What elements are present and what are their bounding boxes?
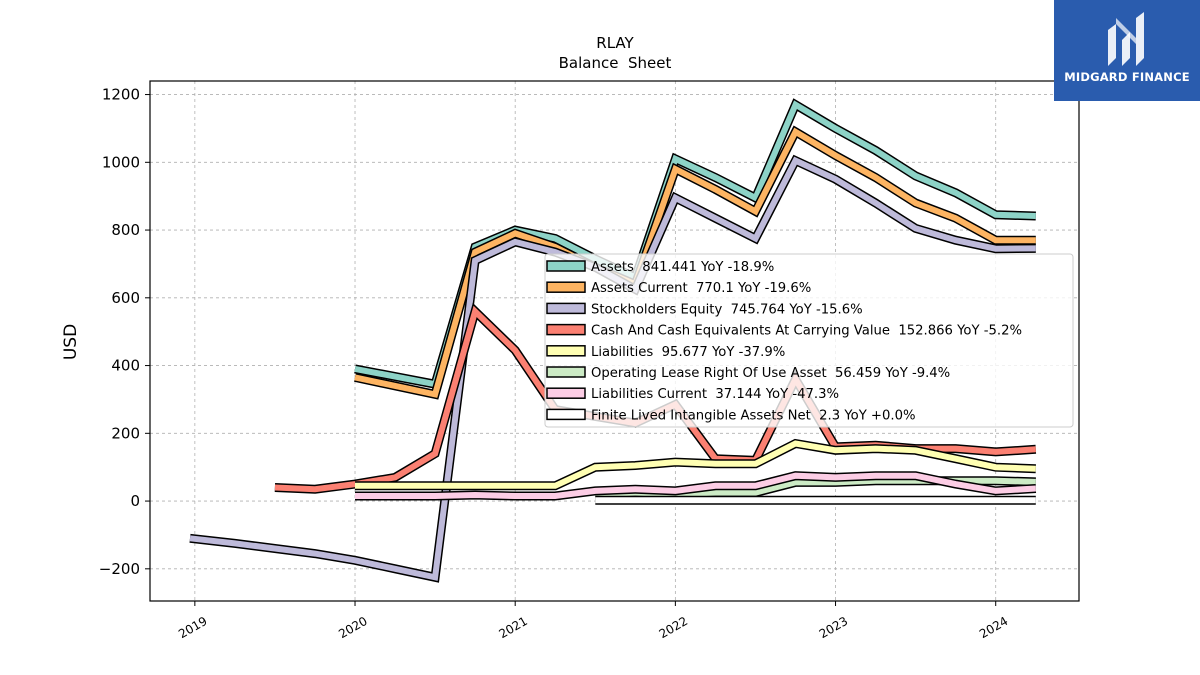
series-line bbox=[355, 438, 1036, 491]
chart-subtitle: Balance Sheet bbox=[559, 54, 672, 72]
legend-label: Liabilities 95.677 YoY -37.9% bbox=[591, 345, 785, 360]
y-tick-label: 600 bbox=[111, 289, 140, 307]
y-tick-label: 1000 bbox=[102, 153, 140, 171]
legend-swatch bbox=[546, 302, 586, 315]
legend-swatch bbox=[546, 366, 586, 378]
legend-swatch bbox=[546, 408, 586, 421]
brand-logo: MIDGARD FINANCE bbox=[1054, 0, 1200, 101]
logo-icon bbox=[1108, 12, 1144, 66]
x-tick-label: 2024 bbox=[977, 614, 1010, 641]
legend-box bbox=[544, 253, 1074, 428]
x-tick-label: 2020 bbox=[336, 614, 369, 641]
legend-swatch bbox=[546, 323, 586, 336]
legend-label: Assets 841.441 YoY -18.9% bbox=[591, 260, 774, 275]
x-tick-label: 2019 bbox=[176, 614, 209, 641]
logo-text: MIDGARD FINANCE bbox=[1064, 70, 1190, 84]
legend-label: Finite Lived Intangible Assets Net 2.3 Y… bbox=[591, 408, 916, 423]
legend-label: Cash And Cash Equivalents At Carrying Va… bbox=[591, 324, 1022, 339]
series-stroke bbox=[354, 127, 1036, 398]
x-tick-label: 2021 bbox=[496, 614, 529, 641]
legend-label: Operating Lease Right Of Use Asset 56.45… bbox=[591, 366, 950, 381]
y-tick-label: 200 bbox=[111, 424, 140, 442]
plot-frame bbox=[149, 80, 1080, 602]
series-stroke bbox=[355, 440, 1036, 489]
legend: Assets 841.441 YoY -18.9% Assets Current … bbox=[544, 253, 1074, 428]
y-tick-label: 800 bbox=[111, 221, 140, 239]
y-axis-label: USD bbox=[61, 324, 81, 360]
legend-swatch bbox=[546, 345, 586, 357]
y-tick-label: 400 bbox=[111, 357, 140, 375]
series-stroke bbox=[355, 472, 1036, 499]
x-tick-label: 2023 bbox=[817, 614, 850, 641]
legend-label: Liabilities Current 37.144 YoY -47.3% bbox=[591, 387, 839, 402]
series-line bbox=[355, 471, 1037, 501]
legend-swatch bbox=[546, 387, 586, 399]
legend-swatch bbox=[546, 260, 586, 272]
y-tick-label: −200 bbox=[99, 560, 140, 578]
legend-label: Assets Current 770.1 YoY -19.6% bbox=[591, 281, 811, 296]
y-tick-label: 0 bbox=[130, 492, 140, 510]
chart-title: RLAY bbox=[596, 34, 634, 52]
y-tick-label: 1200 bbox=[102, 86, 140, 104]
legend-label: Stockholders Equity 745.764 YoY -15.6% bbox=[591, 302, 863, 317]
x-tick-label: 2022 bbox=[657, 614, 690, 641]
series-lines bbox=[189, 98, 1037, 583]
legend-swatch bbox=[546, 281, 586, 293]
series-line bbox=[354, 125, 1036, 400]
